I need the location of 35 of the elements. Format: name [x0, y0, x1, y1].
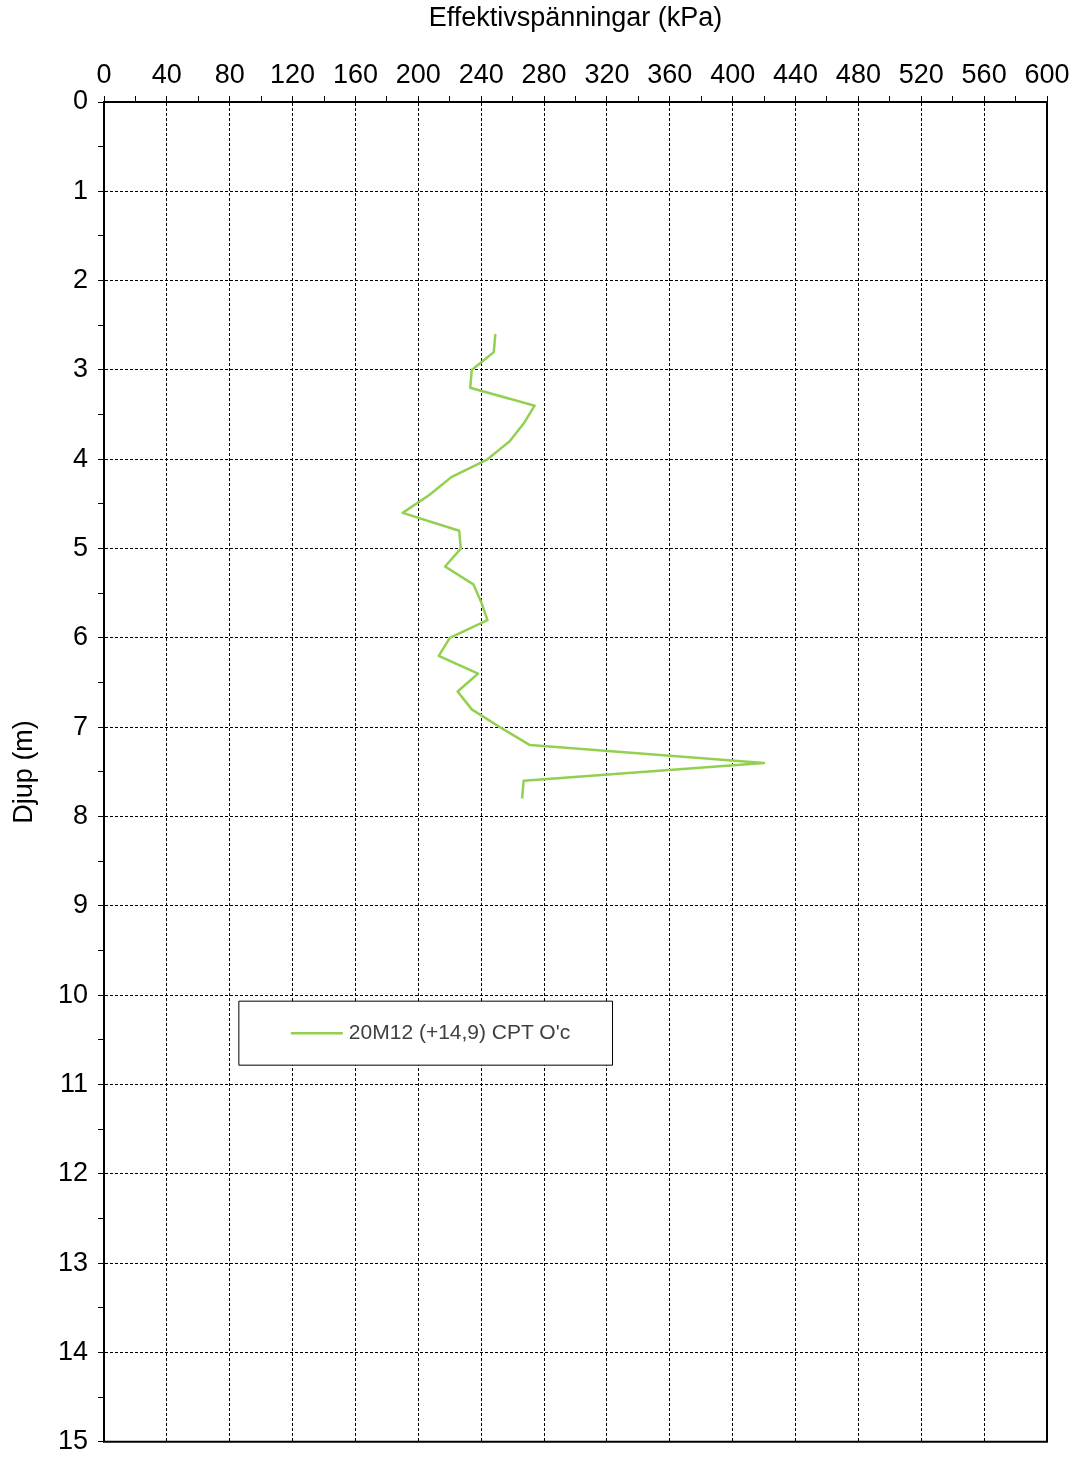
- x-tick-label: 440: [773, 59, 819, 90]
- y-tick-label: 14: [57, 1335, 88, 1366]
- x-tick-label: 320: [584, 59, 630, 90]
- x-tick-label: 240: [458, 59, 504, 90]
- y-tick-label: 3: [72, 353, 88, 384]
- legend-label: 20M12 (+14,9) CPT O'c: [348, 1019, 571, 1043]
- y-axis-title: Djup (m): [7, 720, 38, 824]
- x-tick-label: 280: [521, 59, 567, 90]
- y-tick-label: 2: [72, 264, 88, 295]
- x-tick-label: 520: [898, 59, 944, 90]
- y-tick-label: 12: [57, 1157, 88, 1188]
- x-tick-label: 200: [395, 59, 441, 90]
- y-tick-label: 8: [72, 800, 88, 831]
- x-tick-label: 400: [710, 59, 756, 90]
- x-axis-title: Effektivspänningar (kPa): [428, 1, 723, 32]
- x-tick-label: 160: [332, 59, 378, 90]
- x-tick-label: 0: [96, 59, 112, 90]
- y-tick-label: 10: [57, 978, 88, 1009]
- y-tick-label: 7: [72, 710, 88, 741]
- x-tick-label: 560: [961, 59, 1007, 90]
- x-tick-label: 80: [214, 59, 245, 90]
- x-tick-label: 120: [270, 59, 316, 90]
- y-tick-label: 11: [59, 1067, 88, 1098]
- x-tick-label: 360: [647, 59, 693, 90]
- y-tick-label: 6: [72, 621, 88, 652]
- x-tick-label: 480: [835, 59, 881, 90]
- y-tick-label: 4: [72, 442, 88, 473]
- x-tick-label: 600: [1024, 59, 1070, 90]
- y-tick-label: 0: [72, 85, 88, 116]
- y-tick-label: 15: [57, 1425, 88, 1456]
- x-tick-label: 40: [151, 59, 182, 90]
- y-tick-label: 5: [72, 532, 88, 563]
- y-tick-label: 13: [57, 1246, 88, 1277]
- y-tick-label: 1: [72, 174, 88, 205]
- y-tick-label: 9: [72, 889, 88, 920]
